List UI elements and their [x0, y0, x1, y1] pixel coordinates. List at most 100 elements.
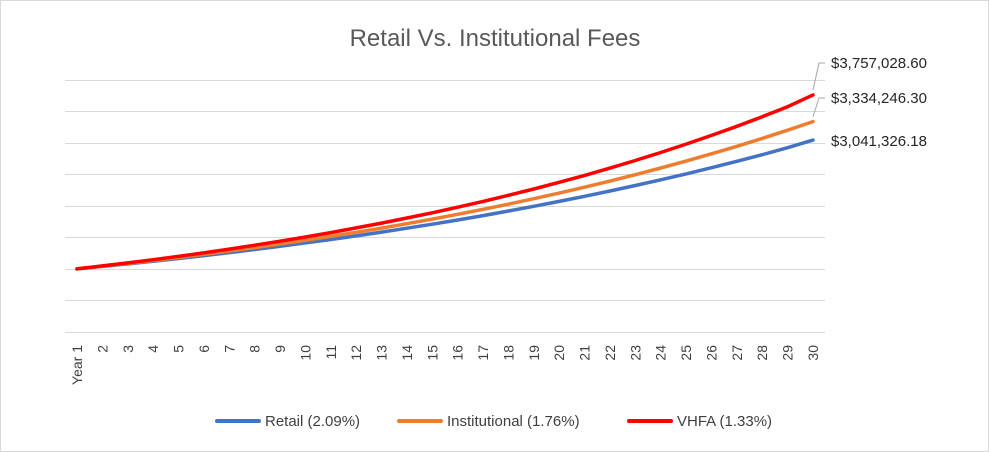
- data-point: [608, 179, 612, 183]
- data-point: [355, 231, 358, 234]
- data-point: [634, 159, 637, 162]
- data-point: [507, 203, 510, 206]
- data-point: [456, 206, 459, 209]
- data-point: [811, 120, 815, 123]
- x-axis-ticks: Year 1 2 3 4 5 6 7 8 9 10 11 12 13 14 15 16 17 18 19 20 21 22…: [69, 345, 821, 385]
- data-point: [761, 115, 764, 118]
- data-point: [329, 238, 332, 241]
- x-tick-label: 28: [754, 345, 770, 361]
- legend-label: Retail (2.09%): [265, 413, 360, 430]
- legend-label: Institutional (1.76%): [447, 413, 580, 430]
- data-point: [431, 211, 434, 214]
- chart-title: Retail Vs. Institutional Fees: [350, 25, 641, 52]
- data-point: [507, 209, 510, 213]
- data-point: [659, 178, 662, 181]
- legend: Retail (2.09%) Institutional (1.76%) VHFA …: [215, 413, 772, 430]
- x-tick-label: 19: [526, 345, 542, 361]
- series-line: [75, 93, 815, 271]
- series-line: [75, 138, 815, 271]
- gridlines: [65, 80, 825, 333]
- data-point: [126, 261, 129, 265]
- data-point: [278, 242, 282, 246]
- x-tick-label: 18: [500, 345, 516, 361]
- data-point: [151, 258, 155, 261]
- data-point: [304, 235, 307, 239]
- data-point: [558, 181, 561, 184]
- data-point: [761, 153, 764, 156]
- data-point: [786, 146, 789, 149]
- data-point: [380, 221, 383, 225]
- data-point: [481, 200, 485, 203]
- callout-leader-line: [812, 62, 825, 91]
- data-point: [786, 105, 789, 108]
- data-point: [735, 125, 739, 128]
- x-tick-label: 2: [94, 345, 110, 353]
- x-tick-label: 29: [780, 345, 796, 361]
- data-point: [481, 214, 485, 217]
- data-point: [710, 166, 713, 169]
- data-point: [456, 218, 459, 222]
- data-point: [481, 208, 485, 211]
- x-tick-label: 17: [475, 345, 491, 361]
- x-tick-label: 3: [120, 345, 136, 353]
- data-point: [532, 197, 535, 200]
- x-tick-label: 14: [399, 345, 415, 361]
- x-tick-label: 16: [450, 345, 466, 361]
- data-point: [558, 191, 561, 195]
- data-point: [75, 267, 79, 271]
- data-point: [431, 223, 434, 226]
- data-label: $3,334,246.30: [831, 90, 927, 107]
- callout-leader-line: [812, 97, 825, 117]
- x-tick-label: Year 1: [69, 345, 85, 385]
- x-tick-label: 22: [602, 345, 618, 361]
- data-point: [380, 226, 383, 230]
- x-tick-label: 8: [247, 345, 263, 353]
- data-point: [329, 235, 332, 238]
- data-point: [228, 247, 231, 251]
- data-point: [101, 264, 104, 268]
- data-point: [684, 172, 688, 176]
- data-point: [177, 255, 180, 258]
- data-point: [405, 222, 409, 225]
- x-tick-label: 24: [653, 345, 669, 361]
- x-tick-label: 27: [729, 345, 745, 361]
- data-point: [431, 217, 434, 221]
- data-point: [608, 189, 612, 193]
- data-point: [304, 239, 307, 242]
- x-tick-label: 23: [627, 345, 643, 361]
- x-tick-label: 10: [297, 345, 313, 361]
- data-label: $3,041,326.18: [831, 133, 927, 150]
- x-tick-label: 26: [703, 345, 719, 361]
- data-point: [811, 93, 815, 97]
- data-point: [684, 159, 688, 163]
- data-point: [634, 184, 637, 187]
- series-lines: [75, 93, 815, 271]
- data-point: [659, 151, 662, 154]
- data-point: [583, 195, 586, 198]
- x-tick-label: 13: [374, 345, 390, 361]
- x-tick-label: 6: [196, 345, 212, 353]
- data-point: [253, 244, 256, 247]
- data-point: [735, 160, 739, 163]
- data-point: [735, 145, 739, 148]
- data-point: [329, 231, 332, 234]
- data-point: [634, 173, 637, 176]
- x-tick-label: 25: [678, 345, 694, 361]
- data-point: [558, 200, 561, 203]
- data-point: [608, 166, 612, 170]
- data-point: [405, 227, 409, 230]
- data-point: [380, 230, 383, 234]
- x-tick-label: 5: [171, 345, 187, 353]
- data-point: [583, 186, 586, 189]
- x-tick-label: 9: [272, 345, 288, 353]
- data-point: [507, 194, 510, 197]
- data-point: [355, 226, 358, 230]
- data-point: [761, 137, 764, 140]
- data-point: [659, 166, 662, 170]
- data-point: [710, 152, 713, 155]
- x-tick-label: 30: [805, 345, 821, 361]
- data-point: [304, 241, 307, 245]
- x-tick-label: 4: [145, 345, 161, 353]
